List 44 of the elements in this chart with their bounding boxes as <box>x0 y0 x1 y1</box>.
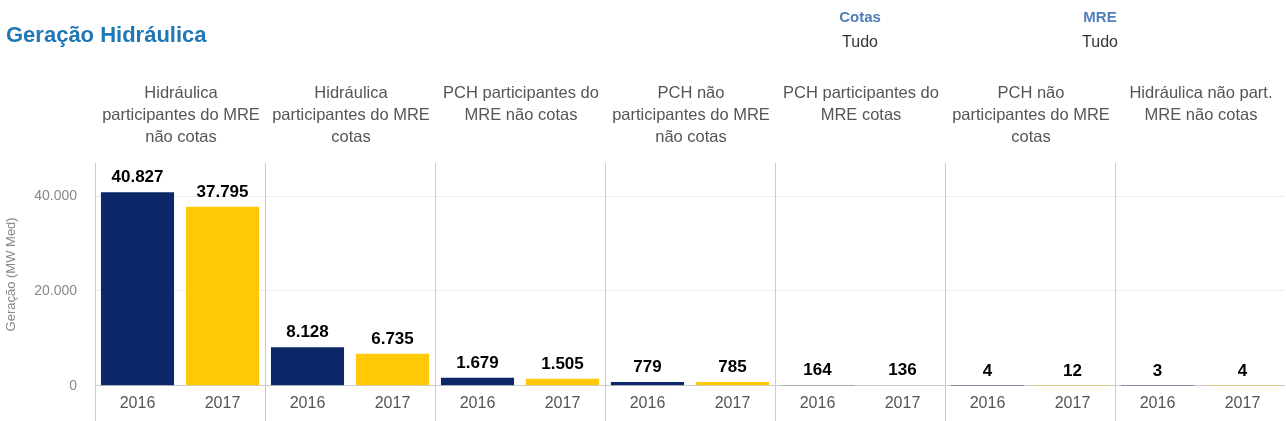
data-label: 40.827 <box>111 167 164 187</box>
x-tick-label: 2016 <box>119 393 156 411</box>
y-tick-label: 0 <box>69 376 78 393</box>
x-tick-label: 2016 <box>629 393 666 411</box>
data-label: 1.679 <box>456 353 499 373</box>
y-tick-label: 20.000 <box>34 281 78 298</box>
data-label: 1.505 <box>541 353 584 373</box>
x-tick-label: 2016 <box>799 393 836 411</box>
chart-title: Hidráulica participantes do MRE cotas <box>271 82 431 147</box>
x-tick-label: 2016 <box>969 393 1006 411</box>
data-label: 12 <box>1063 360 1082 380</box>
x-tick-label: 2017 <box>204 393 241 411</box>
text: Geração Hidráulica <box>6 22 207 48</box>
data-label: 136 <box>888 360 917 380</box>
data-label: 779 <box>633 357 662 377</box>
chart-title: PCH não participantes do MRE cotas <box>951 82 1111 147</box>
x-tick-label: 2016 <box>1139 393 1176 411</box>
x-tick-label: 2016 <box>459 393 496 411</box>
x-tick-label: 2017 <box>374 393 411 411</box>
chart-title: PCH não participantes do MRE não cotas <box>611 82 771 147</box>
data-label: 164 <box>803 360 833 380</box>
x-tick-label: 2017 <box>714 393 751 411</box>
data-label: 4 <box>1237 360 1248 380</box>
text: Tudo <box>841 33 879 51</box>
text: Cotas <box>838 8 882 25</box>
data-label: 785 <box>718 357 747 377</box>
chart-title: PCH participantes do MRE cotas <box>782 82 940 125</box>
chart-title: Hidráulica participantes do MRE não cotas <box>101 82 261 147</box>
chart-title: Hidráulica não part. MRE não cotas <box>1128 82 1274 125</box>
data-label: 3 <box>1152 360 1163 380</box>
y-tick-label: 40.000 <box>34 187 78 204</box>
x-tick-label: 2016 <box>289 393 326 411</box>
data-label: 37.795 <box>196 181 249 201</box>
x-tick-label: 2017 <box>884 393 921 411</box>
chart-title: PCH participantes do MRE não cotas <box>442 82 600 125</box>
y-axis-title: Geração (MW Med) <box>3 217 19 332</box>
data-label: 4 <box>982 360 993 380</box>
text: MRE <box>1082 8 1118 25</box>
data-label: 8.128 <box>286 322 329 342</box>
x-tick-label: 2017 <box>1054 393 1091 411</box>
x-tick-label: 2017 <box>1224 393 1261 411</box>
x-tick-label: 2017 <box>544 393 581 411</box>
data-label: 6.735 <box>371 329 414 349</box>
text: Tudo <box>1081 33 1119 51</box>
